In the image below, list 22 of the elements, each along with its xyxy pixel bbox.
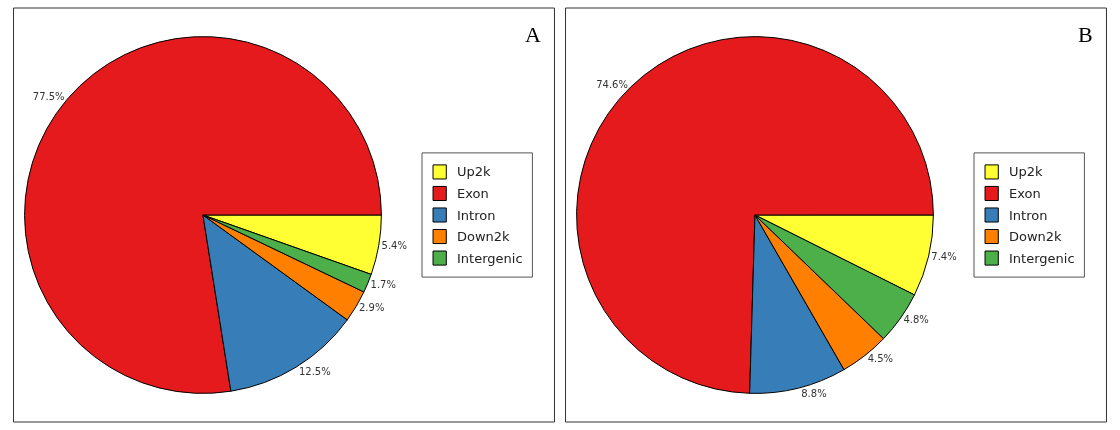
data-label: 2.9%: [358, 302, 385, 314]
legend-label: Intron: [1009, 208, 1048, 223]
data-label: 5.4%: [381, 239, 407, 251]
data-label: 7.4%: [931, 250, 957, 262]
legend-label: Intron: [457, 208, 496, 223]
legend-label: Intergenic: [1009, 251, 1075, 266]
legend-label: Up2k: [457, 164, 492, 179]
legend-label: Up2k: [1009, 164, 1044, 179]
data-label: 4.5%: [867, 353, 894, 365]
legend-label: Intergenic: [457, 251, 523, 266]
legend-label: Exon: [457, 186, 489, 201]
data-label: 77.5%: [32, 91, 65, 103]
legend-label: Exon: [1009, 186, 1041, 201]
data-label: 4.8%: [903, 314, 929, 326]
legend-label: Down2k: [457, 229, 511, 244]
data-label: 1.7%: [370, 278, 396, 290]
legend-label: Down2k: [1009, 229, 1063, 244]
chart-title: B: [1078, 22, 1093, 47]
data-label: 8.8%: [801, 387, 827, 399]
data-label: 12.5%: [298, 365, 331, 377]
data-label: 74.6%: [596, 78, 628, 90]
chart-title: A: [525, 22, 541, 47]
